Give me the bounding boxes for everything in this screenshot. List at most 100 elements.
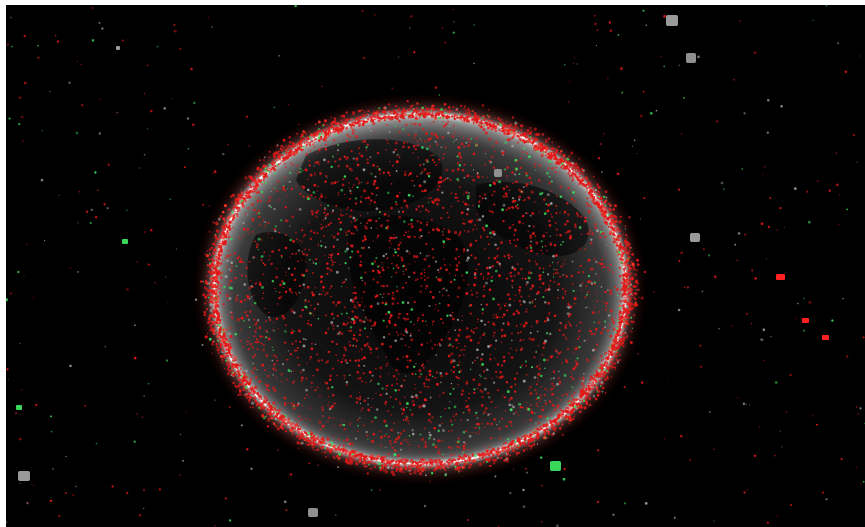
debris-particle [611,218,615,222]
debris-particle [91,39,95,42]
debris-particle [384,112,387,115]
debris-particle [623,248,626,251]
debris-particle [483,119,486,122]
debris-particle [309,141,312,144]
debris-particle [619,334,622,337]
debris-particle [374,462,377,465]
debris-particle [141,416,144,418]
debris-particle [592,175,595,178]
debris-particle [202,280,205,283]
debris-particle [789,374,792,377]
debris-particle [630,260,633,264]
debris-particle [626,335,628,338]
debris-particle [508,124,512,128]
debris-particle [218,234,221,236]
debris-particle [205,308,208,311]
debris-particle [594,226,597,229]
debris-particle [553,418,557,422]
debris-particle [525,471,528,474]
debris-particle [410,464,414,468]
debris-particle [211,26,214,28]
debris-particle [296,425,299,428]
debris-particle [280,144,283,147]
debris-particle [421,108,425,112]
debris-particle [434,459,437,463]
debris-particle [366,434,369,437]
debris-particle [252,188,255,191]
debris-particle [335,447,337,450]
debris-particle [593,195,596,198]
debris-particle [534,428,537,431]
debris-particle [533,127,537,131]
debris-particle [828,189,831,192]
debris-particle [336,446,340,450]
debris-particle [530,181,533,184]
debris-particle [490,456,493,459]
debris-particle [547,433,550,436]
debris-particle [543,428,547,432]
debris-particle [432,104,435,108]
debris-particle [334,122,338,126]
debris-particle [582,173,584,175]
debris-particle [607,225,610,228]
debris-particle [332,444,335,447]
debris-particle [589,384,592,387]
debris-particle [307,443,310,447]
debris-particle [420,467,422,469]
debris-particle [524,440,526,442]
debris-particle [248,402,250,404]
debris-particle [500,121,502,123]
debris-particle [58,194,60,196]
debris-particle [227,369,232,373]
debris-particle [291,426,294,429]
debris-particle [566,418,569,420]
debris-particle [447,466,449,469]
debris-particle [372,163,376,167]
debris-particle [305,142,308,144]
debris-particle [174,30,177,33]
debris-particle [614,368,617,371]
debris-particle [579,406,583,409]
debris-particle [510,130,513,133]
debris-particle [443,102,447,106]
debris-particle [678,64,681,67]
debris-particle [310,324,313,327]
debris-particle [409,472,412,476]
debris-particle [516,448,519,450]
debris-particle [204,335,208,339]
debris-particle [626,300,628,303]
debris-particle [430,458,433,462]
debris-particle [203,310,206,314]
debris-particle [257,175,260,178]
debris-particle [50,430,53,433]
debris-particle [506,452,510,456]
debris-particle [209,323,213,327]
debris-particle [578,168,581,171]
debris-particle [409,105,413,108]
debris-particle [533,148,537,152]
debris-particle [618,327,622,330]
debris-particle [635,285,638,288]
debris-particle [618,343,620,345]
debris-particle [215,275,218,278]
debris-particle [473,115,475,117]
debris-particle [345,457,349,461]
debris-particle [65,455,67,458]
debris-particle [451,115,453,117]
debris-particle [621,328,623,331]
debris-particle [793,187,797,190]
debris-particle [49,499,53,503]
debris-particle [293,369,295,372]
debris-particle [590,189,594,193]
debris-particle [628,273,631,276]
debris-particle [602,206,605,209]
debris-particle [225,343,229,347]
debris-particle [330,256,332,259]
debris-particle [502,356,506,359]
debris-particle [572,62,575,64]
debris-particle [203,286,207,289]
debris-particle [481,115,483,118]
debris-particle [276,449,279,451]
debris-particle [578,176,581,178]
debris-particle [388,174,391,177]
